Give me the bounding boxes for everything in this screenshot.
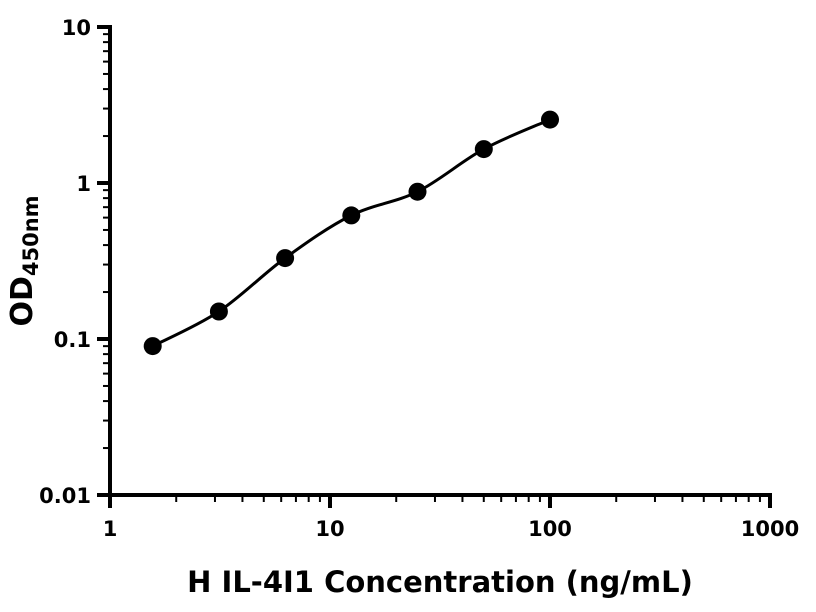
data-point — [276, 249, 295, 268]
x-tick-label: 1 — [103, 517, 118, 541]
data-point — [474, 140, 493, 159]
data-point — [209, 302, 228, 321]
x-tick-label: 10 — [315, 517, 344, 541]
data-point — [143, 337, 162, 356]
y-axis-title-main: OD — [5, 276, 40, 326]
y-tick-label: 1 — [76, 172, 91, 196]
y-tick-label: 10 — [62, 16, 91, 40]
data-point — [342, 206, 361, 225]
x-axis-title: H IL-4I1 Concentration (ng/mL) — [187, 565, 693, 599]
data-point — [541, 110, 559, 129]
x-tick-label: 100 — [528, 517, 572, 541]
y-tick-label: 0.01 — [39, 484, 91, 508]
y-axis-title-subscript: 450nm — [19, 195, 43, 276]
y-tick-label: 0.1 — [54, 328, 91, 352]
data-series — [143, 110, 559, 356]
axis-ticks — [97, 25, 772, 508]
x-tick-label: 1000 — [741, 517, 799, 541]
data-point — [408, 182, 427, 201]
y-axis-title: OD450nm — [5, 195, 43, 326]
axes — [108, 25, 772, 497]
axis-tick-labels: 1 10 100 1000 0.01 0.1 1 10 — [39, 16, 799, 541]
